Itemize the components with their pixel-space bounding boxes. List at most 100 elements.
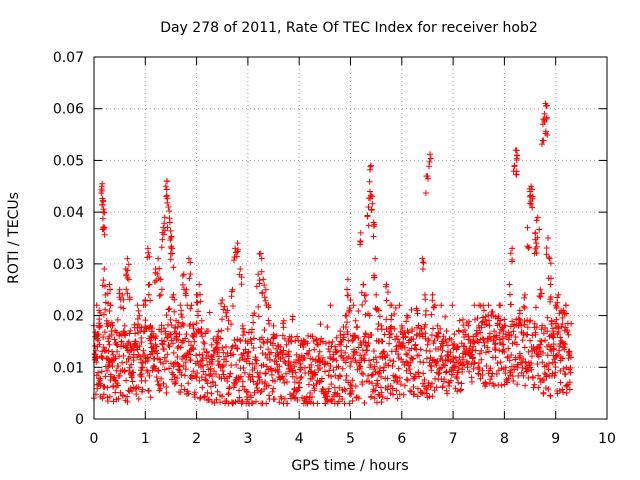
- data-point: [270, 385, 277, 392]
- data-point: [161, 214, 168, 221]
- data-point: [250, 312, 257, 319]
- data-point: [415, 369, 422, 376]
- data-point: [280, 317, 287, 324]
- data-point: [519, 359, 526, 366]
- data-point: [107, 377, 114, 384]
- x-tick-label: 4: [295, 431, 304, 447]
- data-point: [355, 307, 362, 314]
- data-point: [245, 355, 252, 362]
- data-point: [202, 371, 209, 378]
- x-tick-label: 5: [346, 431, 355, 447]
- data-point: [442, 362, 449, 369]
- data-point: [293, 388, 300, 395]
- data-point: [147, 324, 154, 331]
- data-point: [261, 327, 268, 334]
- data-point: [253, 398, 260, 405]
- data-point: [505, 345, 512, 352]
- data-point: [402, 344, 409, 351]
- data-point: [175, 343, 182, 350]
- data-point: [301, 364, 308, 371]
- data-point: [95, 369, 102, 376]
- data-point: [370, 223, 377, 230]
- data-point: [152, 333, 159, 340]
- data-point: [499, 335, 506, 342]
- data-point: [339, 396, 346, 403]
- data-point: [335, 398, 342, 405]
- data-point: [285, 348, 292, 355]
- data-point: [174, 353, 181, 360]
- data-point: [220, 306, 227, 313]
- data-point: [102, 373, 109, 380]
- data-point: [565, 355, 572, 362]
- data-point: [204, 389, 211, 396]
- data-point: [183, 354, 190, 361]
- data-point: [388, 330, 395, 337]
- data-point: [98, 190, 105, 197]
- data-point: [166, 305, 173, 312]
- data-point: [450, 367, 457, 374]
- data-point: [190, 325, 197, 332]
- data-point: [528, 201, 535, 208]
- data-point: [422, 321, 429, 328]
- data-point: [407, 387, 414, 394]
- data-point: [262, 297, 269, 304]
- data-point: [547, 275, 554, 282]
- data-point: [321, 359, 328, 366]
- data-point: [423, 386, 430, 393]
- data-point: [91, 342, 98, 349]
- data-point: [158, 286, 165, 293]
- data-point: [388, 323, 395, 330]
- data-point: [452, 385, 459, 392]
- data-point: [291, 379, 298, 386]
- data-point: [325, 385, 332, 392]
- data-point: [352, 383, 359, 390]
- data-point: [188, 375, 195, 382]
- data-point: [366, 378, 373, 385]
- data-point: [189, 321, 196, 328]
- data-point: [544, 328, 551, 335]
- data-point: [120, 342, 127, 349]
- data-point: [187, 305, 194, 312]
- data-point: [134, 315, 141, 322]
- data-point: [439, 340, 446, 347]
- data-point: [116, 290, 123, 297]
- data-point: [345, 353, 352, 360]
- data-point: [432, 375, 439, 382]
- data-point: [563, 310, 570, 317]
- data-point: [324, 393, 331, 400]
- data-point: [259, 350, 266, 357]
- data-point: [92, 333, 99, 340]
- data-point: [234, 240, 241, 247]
- data-point: [286, 365, 293, 372]
- data-point: [209, 356, 216, 363]
- data-point: [106, 281, 113, 288]
- data-point: [93, 372, 100, 379]
- data-point: [359, 378, 366, 385]
- data-point: [119, 291, 126, 298]
- data-point: [127, 327, 134, 334]
- data-point: [213, 339, 220, 346]
- data-point: [533, 217, 540, 224]
- data-point: [187, 373, 194, 380]
- data-point: [150, 355, 157, 362]
- data-point: [155, 368, 162, 375]
- data-point: [472, 347, 479, 354]
- y-axis-label: ROTI / TECUs: [6, 192, 22, 284]
- data-point: [531, 381, 538, 388]
- data-point: [456, 317, 463, 324]
- data-point: [249, 373, 256, 380]
- data-point: [237, 337, 244, 344]
- data-point: [145, 281, 152, 288]
- data-point: [486, 317, 493, 324]
- data-point: [94, 385, 101, 392]
- data-point: [259, 290, 266, 297]
- data-point: [361, 400, 368, 407]
- data-point: [502, 364, 509, 371]
- data-point: [204, 380, 211, 387]
- data-point: [489, 308, 496, 315]
- data-point: [479, 367, 486, 374]
- data-point: [331, 393, 338, 400]
- data-point: [118, 338, 125, 345]
- data-point: [351, 334, 358, 341]
- data-point: [163, 186, 170, 193]
